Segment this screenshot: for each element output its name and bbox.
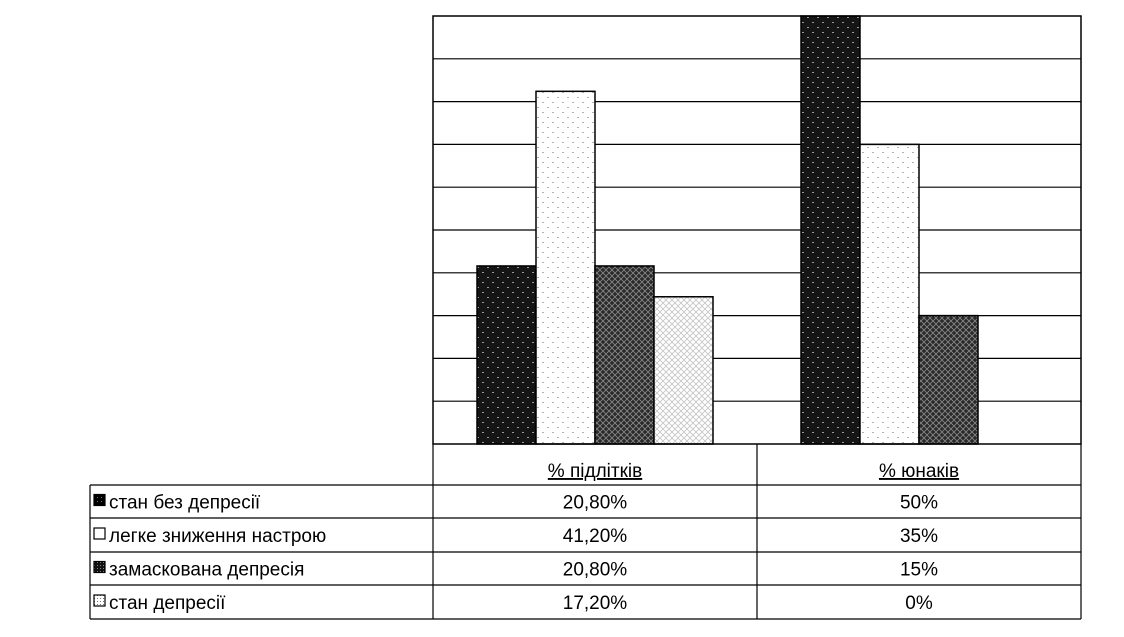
data-label: 50%	[900, 493, 938, 514]
series-name: легке зниження настрою	[109, 526, 326, 547]
data-label: 17,20%	[563, 593, 628, 614]
legend-swatch	[93, 594, 106, 607]
data-label: 0%	[905, 593, 933, 614]
category-label: % юнаків	[879, 461, 959, 482]
legend-swatch	[93, 527, 106, 540]
bar-zamaskovana-depresiia	[594, 265, 655, 445]
bar-stan-bez-depresii	[800, 15, 861, 445]
legend-swatch	[93, 560, 106, 574]
data-label: 15%	[900, 560, 938, 581]
category-label: % підлітків	[548, 461, 642, 482]
series-name: замаскована депресія	[109, 560, 304, 581]
bar-lehke-znyzhennia-nastroiu	[535, 90, 596, 445]
bar-stan-bez-depresii	[476, 265, 537, 445]
series-name: стан без депресії	[109, 493, 261, 514]
data-label: 41,20%	[563, 526, 628, 547]
bar-lehke-znyzhennia-nastroiu	[859, 143, 920, 445]
bars	[476, 15, 979, 445]
data-table: % підлітків % юнаків стан без депресії 20,8…	[89, 444, 1082, 620]
bar-stan-depresii	[653, 296, 714, 445]
series-name: стан депресії	[109, 593, 226, 614]
data-label: 20,80%	[563, 493, 628, 514]
bar-zamaskovana-depresiia	[918, 314, 979, 445]
data-label: 35%	[900, 526, 938, 547]
legend-swatch	[93, 493, 106, 507]
data-label: 20,80%	[563, 560, 628, 581]
